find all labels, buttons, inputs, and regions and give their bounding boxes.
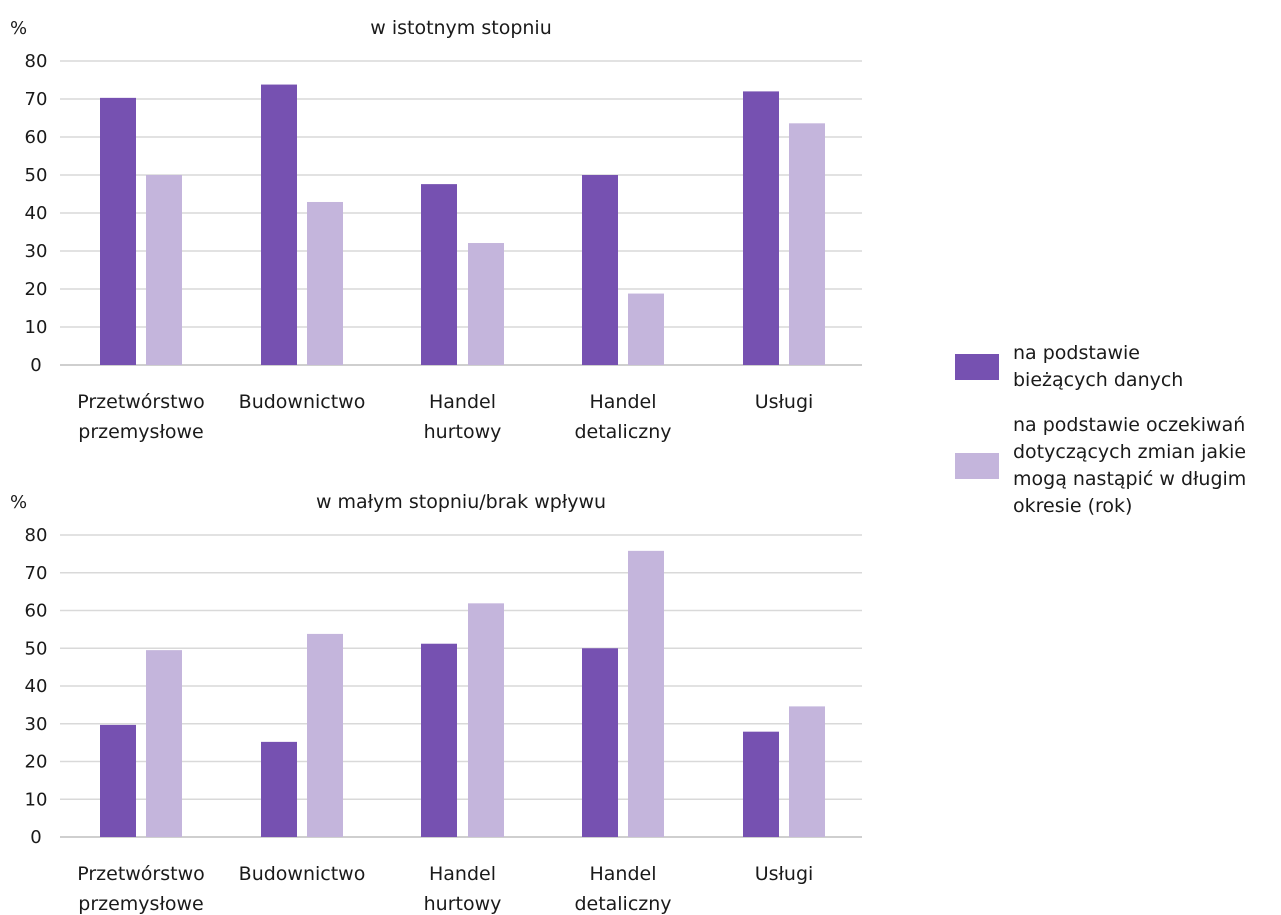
- bar-expected: [628, 293, 664, 365]
- legend-label-line: bieżących danych: [1013, 369, 1184, 391]
- y-tick-label: 60: [25, 127, 48, 148]
- y-tick-label: 40: [25, 676, 48, 697]
- bar-expected: [146, 650, 182, 837]
- bar-current: [421, 643, 457, 837]
- y-tick-label: 0: [30, 355, 41, 376]
- y-tick-label: 50: [25, 165, 48, 186]
- bar-current: [582, 648, 618, 837]
- y-tick-label: 80: [25, 525, 48, 546]
- chart-title: w małym stopniu/brak wpływu: [316, 491, 606, 513]
- legend-swatch-current: [955, 354, 999, 380]
- y-tick-label: 10: [25, 317, 48, 338]
- bar-expected: [468, 603, 504, 837]
- y-tick-label: 80: [25, 51, 48, 72]
- legend-label-line: na podstawie oczekiwań: [1013, 414, 1246, 436]
- y-axis-label: %: [10, 492, 27, 513]
- bar-current: [261, 84, 297, 365]
- y-tick-label: 40: [25, 203, 48, 224]
- y-tick-label: 70: [25, 89, 48, 110]
- y-tick-label: 20: [25, 279, 48, 300]
- bar-expected: [146, 175, 182, 365]
- bar-current: [100, 97, 136, 366]
- bar-expected: [789, 123, 825, 365]
- bar-expected: [468, 243, 504, 365]
- bar-current: [261, 741, 297, 837]
- legend-label-current: na podstawie bieżących danych: [1013, 340, 1183, 394]
- y-tick-label: 10: [25, 789, 48, 810]
- legend-label-line: mogą nastąpić w długim: [1013, 468, 1247, 490]
- bar-expected: [628, 550, 664, 837]
- x-tick-label: przemysłowe: [78, 893, 203, 915]
- x-tick-label: detaliczny: [574, 893, 671, 915]
- legend-label-line: na podstawie: [1013, 342, 1140, 364]
- x-tick-label: Budownictwo: [239, 391, 366, 413]
- x-tick-label: Przetwórstwo: [77, 863, 205, 885]
- x-tick-label: Handel: [589, 863, 656, 885]
- legend-label-line: okresie (rok): [1013, 495, 1133, 517]
- y-tick-label: 20: [25, 752, 48, 773]
- y-tick-label: 60: [25, 601, 48, 622]
- legend-label-expected: na podstawie oczekiwań dotyczących zmian…: [1013, 412, 1246, 520]
- bar-current: [743, 731, 779, 837]
- x-tick-label: Przetwórstwo: [77, 391, 205, 413]
- bar-current: [743, 91, 779, 366]
- x-tick-label: detaliczny: [574, 421, 671, 443]
- legend-label-line: dotyczących zmian jakie: [1013, 441, 1247, 463]
- legend: na podstawie bieżących danych na podstaw…: [955, 340, 1281, 538]
- x-tick-label: Usługi: [755, 863, 814, 885]
- legend-swatch-expected: [955, 453, 999, 479]
- x-tick-label: Usługi: [755, 391, 814, 413]
- x-tick-label: Budownictwo: [239, 863, 366, 885]
- bar-current: [582, 175, 618, 365]
- legend-item-current: na podstawie bieżących danych: [955, 340, 1281, 394]
- bar-current: [421, 184, 457, 365]
- y-axis-label: %: [10, 18, 27, 39]
- y-tick-label: 0: [30, 827, 41, 848]
- x-tick-label: hurtowy: [424, 893, 502, 915]
- y-tick-label: 70: [25, 563, 48, 584]
- x-tick-label: Handel: [429, 391, 496, 413]
- bar-current: [100, 724, 136, 837]
- chart-title: w istotnym stopniu: [370, 17, 552, 39]
- x-tick-label: Handel: [429, 863, 496, 885]
- x-tick-label: przemysłowe: [78, 421, 203, 443]
- x-tick-label: Handel: [589, 391, 656, 413]
- y-tick-label: 30: [25, 241, 48, 262]
- y-tick-label: 50: [25, 638, 48, 659]
- legend-item-expected: na podstawie oczekiwań dotyczących zmian…: [955, 412, 1281, 520]
- y-tick-label: 30: [25, 714, 48, 735]
- x-tick-label: hurtowy: [424, 421, 502, 443]
- bar-expected: [307, 201, 343, 365]
- bar-expected: [307, 633, 343, 837]
- bar-expected: [789, 706, 825, 837]
